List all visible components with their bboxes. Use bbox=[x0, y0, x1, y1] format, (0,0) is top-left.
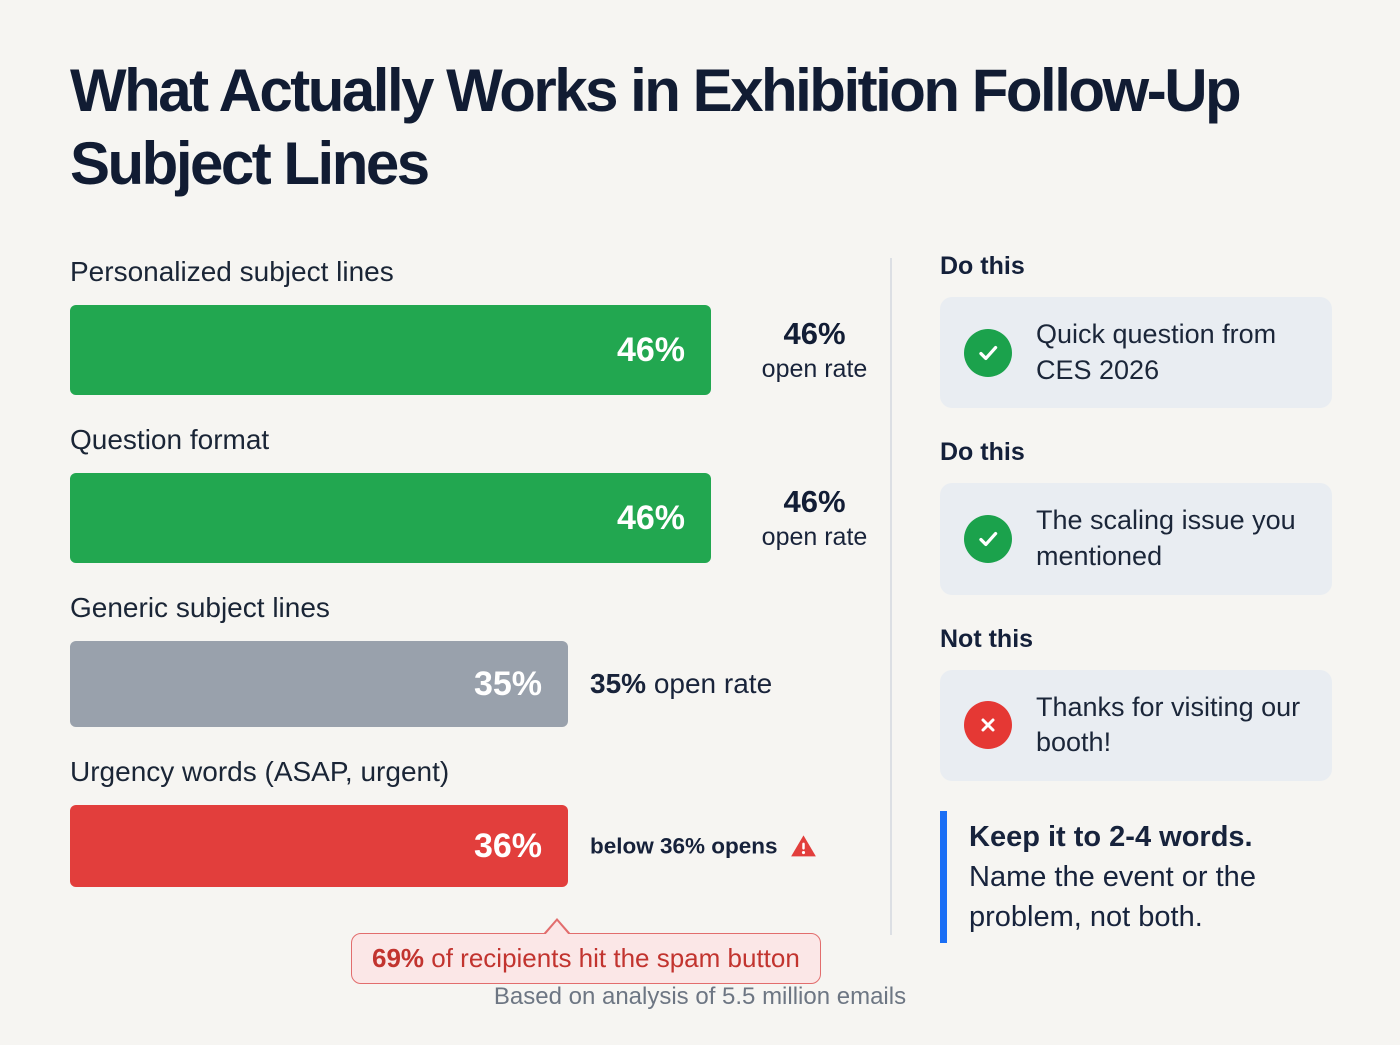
example-card-good-2: The scaling issue you mentioned bbox=[940, 483, 1332, 595]
bar-track: 46% 46% open rate bbox=[70, 473, 870, 563]
page-title-line1: What Actually Works in Exhibition Follow… bbox=[70, 57, 1242, 124]
callout-text: of recipients hit the spam button bbox=[424, 943, 800, 973]
bar-value-label: 36% bbox=[473, 826, 542, 865]
annotation-text: open rate bbox=[646, 668, 773, 699]
example-card-bad: Thanks for visiting our booth! bbox=[940, 669, 1332, 781]
bar-label: Personalized subject lines bbox=[70, 256, 394, 287]
vertical-divider bbox=[890, 258, 892, 935]
warning-icon bbox=[790, 833, 817, 860]
bar-chart: Personalized subject lines 46% 46% open … bbox=[70, 256, 870, 984]
bar-urgency: 36% bbox=[70, 805, 568, 887]
annotation-value: 46% bbox=[783, 316, 846, 351]
bar-track: 35% 35% open rate bbox=[70, 641, 870, 727]
footnote: Based on analysis of 5.5 million emails bbox=[493, 983, 907, 1010]
bar-label: Generic subject lines bbox=[70, 592, 330, 623]
bar-value-label: 46% bbox=[616, 330, 685, 369]
page-title-line2: Subject Lines bbox=[70, 130, 430, 198]
tip-block: Keep it to 2-4 words. Name the event or … bbox=[940, 810, 1332, 943]
bar-annotation: below 36% opens bbox=[590, 833, 817, 860]
bar-row-personalized: Personalized subject lines 46% 46% open … bbox=[70, 256, 870, 395]
bar-row-generic: Generic subject lines 35% 35% open rate bbox=[70, 592, 870, 727]
bar-track: 46% 46% open rate bbox=[70, 305, 870, 395]
x-icon bbox=[964, 701, 1012, 750]
bar-value-label: 35% bbox=[473, 664, 542, 703]
check-icon bbox=[964, 514, 1012, 563]
bar-row-question: Question format 46% 46% open rate bbox=[70, 424, 870, 563]
bar-annotation: 35% open rate bbox=[590, 668, 772, 700]
annotation-text: below 36% opens bbox=[590, 833, 778, 858]
example-text: The scaling issue you mentioned bbox=[1036, 505, 1296, 571]
bar-question: 46% bbox=[70, 473, 711, 563]
bar-track: 36% below 36% opens bbox=[70, 805, 870, 887]
bar-row-urgency: Urgency words (ASAP, urgent) 36% below 3… bbox=[70, 756, 870, 887]
annotation-text: open rate bbox=[761, 523, 868, 551]
section-heading-do-this-1: Do this bbox=[940, 252, 1025, 280]
bar-annotation: 46% open rate bbox=[722, 316, 907, 384]
annotation-value: 46% bbox=[783, 484, 846, 519]
tip-rest-text: Name the event or the problem, not both. bbox=[969, 860, 1256, 933]
bar-label: Question format bbox=[70, 424, 270, 455]
spam-callout: 69% of recipients hit the spam button bbox=[351, 918, 821, 984]
page-title: What Actually Works in Exhibition Follow… bbox=[70, 54, 1360, 200]
bar-annotation: 46% open rate bbox=[722, 484, 907, 552]
callout-value: 69% bbox=[372, 943, 425, 973]
section-heading-not-this: Not this bbox=[940, 624, 1034, 653]
example-text: Thanks for visiting our booth! bbox=[1036, 691, 1301, 758]
bar-personalized: 46% bbox=[70, 305, 711, 395]
bar-value-label: 46% bbox=[616, 498, 685, 537]
check-icon bbox=[964, 328, 1012, 377]
examples-panel: Do this Quick question from CES 2026 Do … bbox=[940, 252, 1332, 943]
section-heading-do-this-2: Do this bbox=[940, 438, 1025, 467]
tip-strong-text: Keep it to 2-4 words. bbox=[969, 820, 1253, 853]
example-text: Quick question from CES 2026 bbox=[1036, 319, 1277, 385]
bar-label: Urgency words (ASAP, urgent) bbox=[70, 756, 450, 787]
annotation-text: open rate bbox=[761, 355, 868, 383]
example-card-good-1: Quick question from CES 2026 bbox=[940, 297, 1332, 409]
annotation-value: 35% bbox=[590, 668, 647, 699]
bar-generic: 35% bbox=[70, 641, 568, 727]
